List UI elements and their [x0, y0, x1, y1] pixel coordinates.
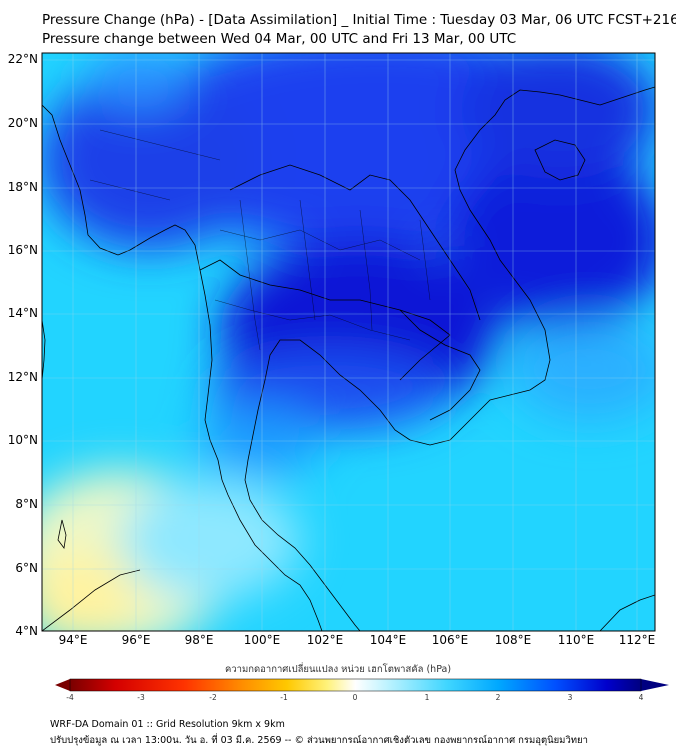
- grid-lines: [42, 53, 655, 631]
- colorbar-tick: 3: [567, 693, 573, 702]
- colorbar-tick: 0: [352, 693, 358, 702]
- lat-label: 18°N: [7, 180, 38, 194]
- malaysia-coast: [42, 319, 46, 381]
- lon-label: 108°E: [494, 633, 532, 647]
- thai-peninsula-west: [221, 479, 323, 631]
- gulf-of-thailand: [264, 339, 411, 441]
- colorbar-low-arrow: [55, 679, 70, 691]
- province-lines: [89, 129, 431, 351]
- colorbar-tick: 4: [638, 693, 644, 702]
- lon-label: 112°E: [618, 633, 656, 647]
- colorbar-tick: -4: [66, 693, 74, 702]
- sumatra-coast: [42, 569, 141, 631]
- lat-label: 16°N: [7, 243, 38, 257]
- footer-model-info: WRF-DA Domain 01 :: Grid Resolution 9km …: [50, 719, 285, 730]
- map-frame: [41, 52, 656, 632]
- lon-label: 94°E: [58, 633, 88, 647]
- lon-label: 106°E: [431, 633, 469, 647]
- country-borders: [42, 86, 655, 631]
- colorbar-tick: -1: [280, 693, 288, 702]
- colorbar-tick: 2: [495, 693, 501, 702]
- lat-label: 6°N: [15, 561, 38, 575]
- lon-label: 104°E: [369, 633, 407, 647]
- hainan-island: [534, 139, 586, 181]
- laos-border: [229, 164, 481, 321]
- colorbar-title: ความกดอากาศเปลี่ยนแปลง หน่วย เฮกโตพาสคัล…: [224, 664, 452, 675]
- thai-peninsula-east: [244, 379, 361, 631]
- lon-label: 98°E: [184, 633, 214, 647]
- borneo-coast: [599, 594, 655, 631]
- china-coast: [599, 86, 655, 106]
- lat-label: 4°N: [15, 624, 38, 638]
- thailand-border: [199, 259, 451, 381]
- lat-label: 14°N: [7, 306, 38, 320]
- lon-label: 100°E: [243, 633, 281, 647]
- colorbar-tick: 1: [424, 693, 430, 702]
- map-title: Pressure Change (hPa) - [Data Assimilati…: [42, 12, 676, 28]
- pressure-field: [42, 53, 655, 631]
- lon-label: 96°E: [121, 633, 151, 647]
- andaman-islands: [57, 519, 67, 550]
- lat-label: 12°N: [7, 370, 38, 384]
- lat-label: 10°N: [7, 433, 38, 447]
- lat-label: 8°N: [15, 497, 38, 511]
- colorbar-tick: -3: [137, 693, 145, 702]
- lat-label: 20°N: [7, 116, 38, 130]
- colorbar-tick: -2: [209, 693, 217, 702]
- myanmar-coast: [42, 104, 223, 481]
- colorbar: [55, 678, 669, 692]
- cambodia-border: [399, 309, 481, 421]
- lon-label: 102°E: [306, 633, 344, 647]
- footer-credit: ปรับปรุงข้อมูล ณ เวลา 13:00น. วัน อ. ที่…: [50, 735, 588, 746]
- map-subtitle: Pressure change between Wed 04 Mar, 00 U…: [42, 31, 517, 47]
- colorbar-high-arrow: [641, 679, 669, 691]
- vietnam-coast: [409, 89, 601, 446]
- lon-label: 110°E: [557, 633, 595, 647]
- lat-label: 22°N: [7, 52, 38, 66]
